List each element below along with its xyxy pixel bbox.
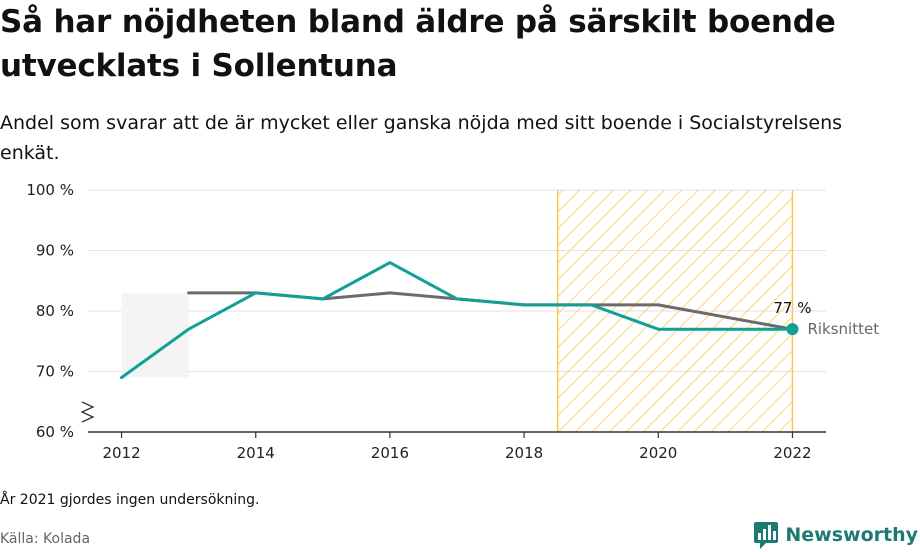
- y-axis-break-marker: [80, 401, 95, 423]
- bar-chart-logo-icon: [754, 522, 779, 549]
- y-tick-label: 90 %: [36, 242, 74, 260]
- y-tick-label: 70 %: [36, 363, 74, 381]
- x-tick-label: 2020: [639, 444, 677, 462]
- x-tick-label: 2022: [773, 444, 811, 462]
- series-name-label: Riksnittet: [807, 320, 879, 338]
- brand-logo: Newsworthy: [753, 520, 918, 550]
- y-tick-label: 80 %: [36, 302, 74, 320]
- x-tick-label: 2012: [102, 444, 140, 462]
- highlight-area: [557, 190, 793, 432]
- chart-source: Källa: Kolada: [0, 531, 91, 547]
- x-tick-label: 2016: [371, 444, 409, 462]
- line-chart: 60 % 70 % 80 % 90 % 100 % 2012 2014 2016 2018 202…: [26, 181, 879, 462]
- y-tick-label: 100 %: [26, 181, 74, 199]
- series-line-sollentuna: [120, 261, 794, 380]
- series-gap-fill: [121, 292, 189, 378]
- chart-title: Så har nöjdheten bland äldre på särskilt…: [0, 4, 836, 84]
- x-tick-label: 2018: [505, 444, 543, 462]
- brand-name: Newsworthy: [785, 524, 918, 546]
- chart-subtitle: Andel som svarar att de är mycket eller …: [0, 112, 843, 164]
- x-tick-label: 2014: [237, 444, 275, 462]
- chart-note: År 2021 gjordes ingen undersökning.: [0, 492, 260, 508]
- end-value-label: 77 %: [773, 299, 811, 317]
- y-tick-label: 60 %: [36, 423, 74, 441]
- series-end-point: [786, 323, 799, 336]
